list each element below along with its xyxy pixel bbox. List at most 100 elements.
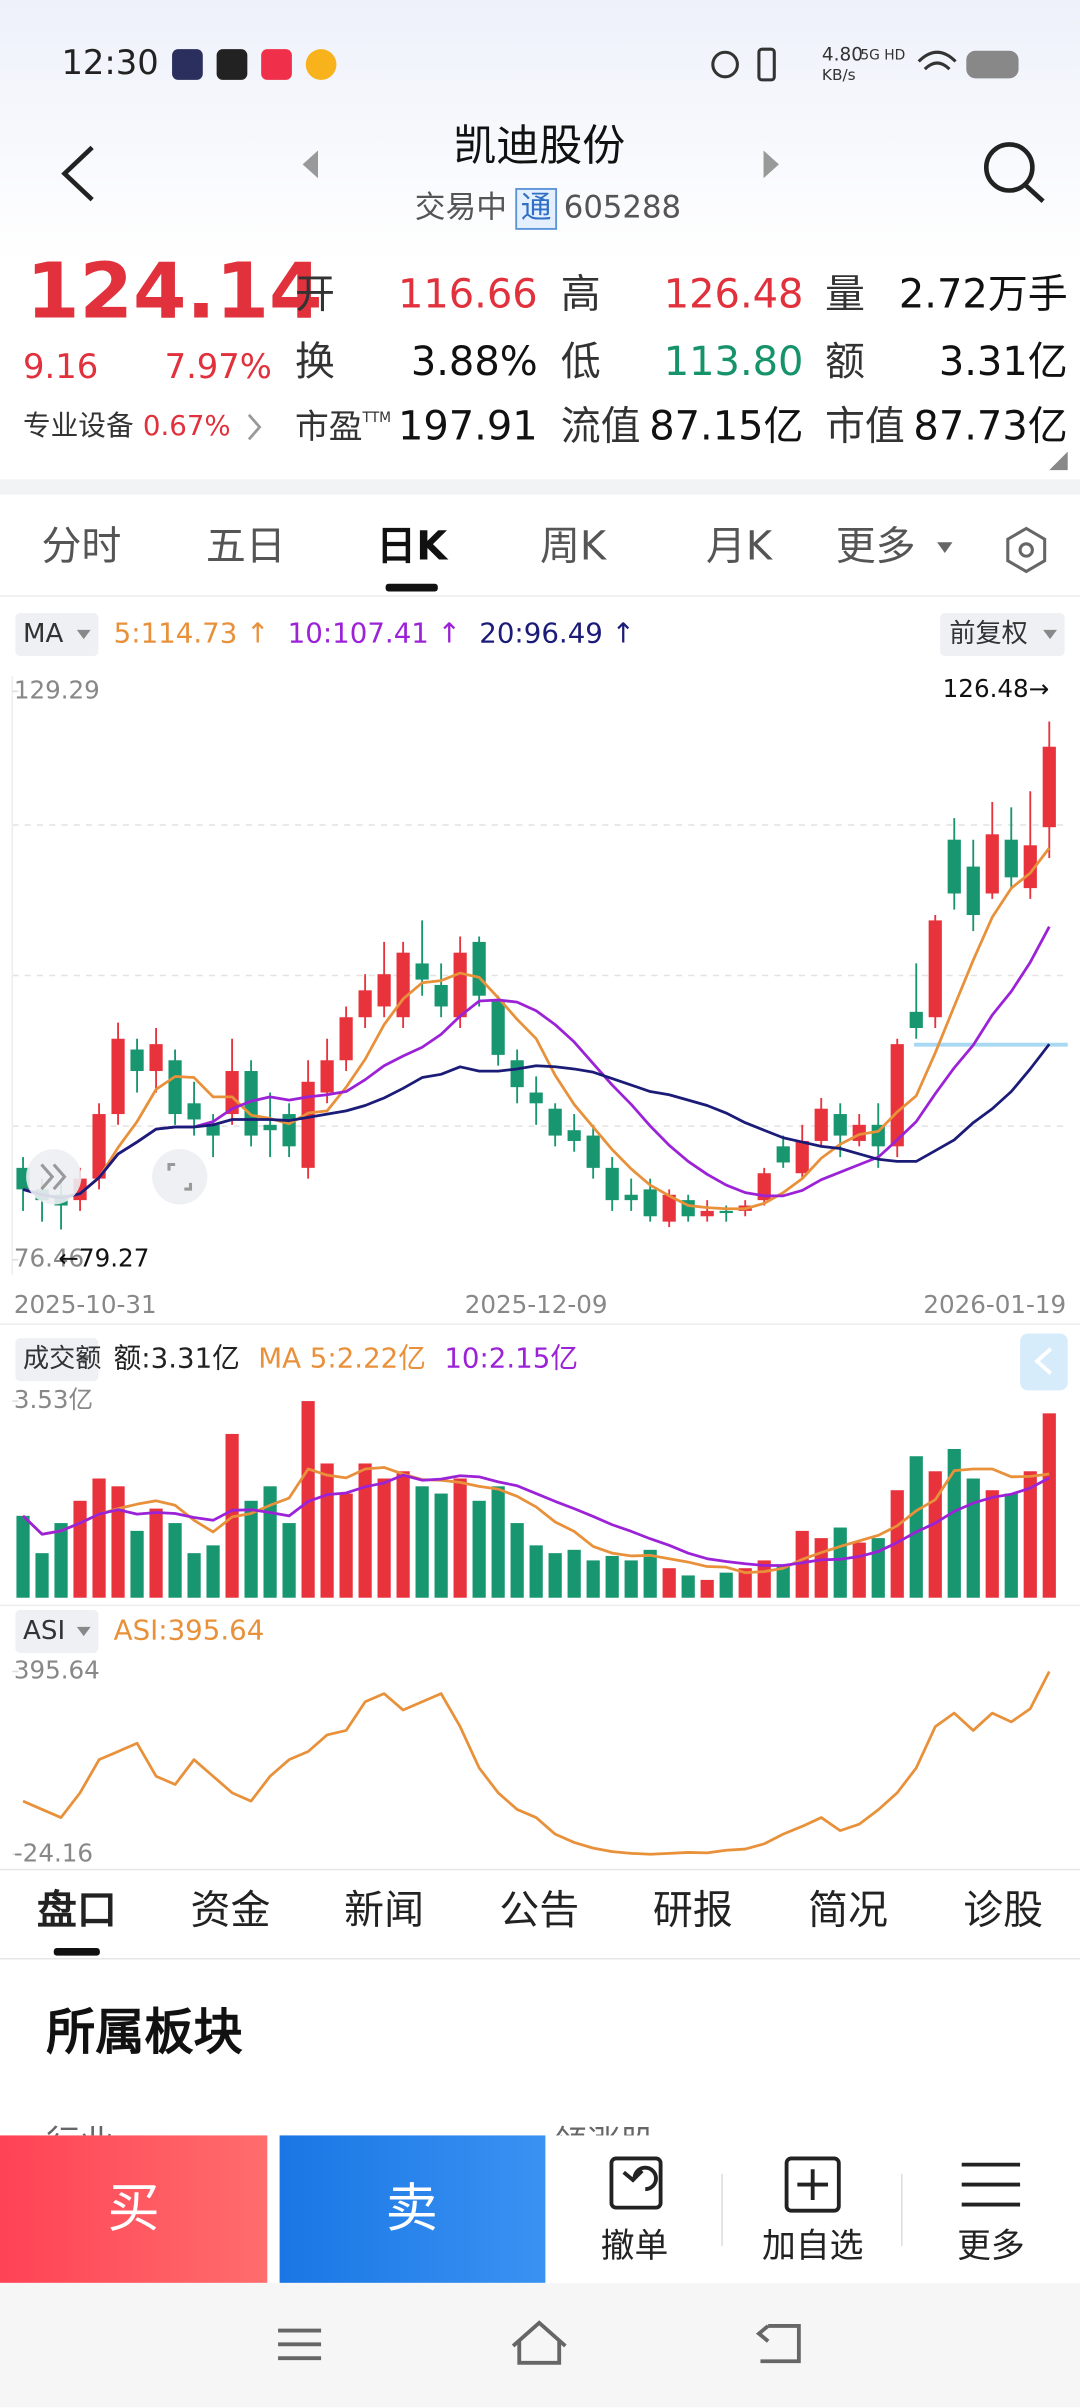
candle-body bbox=[624, 1194, 638, 1201]
chart-tab[interactable]: 更多 bbox=[836, 523, 916, 569]
chart-tab[interactable]: 日K bbox=[376, 523, 449, 569]
nav-home[interactable] bbox=[511, 2320, 567, 2365]
volume-bar bbox=[529, 1545, 543, 1598]
tab-underline bbox=[385, 583, 438, 592]
net-speed: 4.80 bbox=[822, 44, 863, 65]
volume-bar bbox=[282, 1523, 296, 1598]
dropdown-caret bbox=[937, 542, 953, 554]
nav-bar bbox=[0, 2282, 1080, 2408]
candle-body bbox=[339, 1017, 353, 1061]
indicator-line bbox=[22, 847, 1051, 1211]
buy-button[interactable] bbox=[0, 2135, 268, 2283]
stock-title: 凯迪股份 bbox=[453, 122, 625, 172]
sector-change: 0.67% bbox=[143, 409, 231, 442]
charts: MA 5:114.73 ↑ 10:107.41 ↑ 20:96.49 ↑ 前复权 129.… bbox=[12, 612, 1066, 1867]
candle-body bbox=[833, 1114, 847, 1136]
adjust-selector[interactable] bbox=[940, 612, 1065, 656]
volume-bar bbox=[73, 1500, 87, 1598]
chart-tab[interactable]: 月K bbox=[706, 523, 774, 569]
candle-body bbox=[928, 920, 942, 1018]
volume-bar bbox=[1004, 1493, 1018, 1598]
volume-bar bbox=[377, 1478, 391, 1598]
volume-bar bbox=[909, 1456, 923, 1598]
expand-corner[interactable] bbox=[1049, 451, 1068, 471]
prev-stock[interactable] bbox=[302, 150, 319, 179]
collapse-chevron bbox=[1034, 1347, 1053, 1375]
candle-body bbox=[605, 1167, 619, 1201]
info-tab[interactable]: 简况 bbox=[808, 1888, 888, 1934]
field-label: 低 bbox=[561, 339, 601, 385]
sector-name[interactable]: 专业设备 bbox=[23, 409, 134, 442]
back-button[interactable] bbox=[61, 145, 94, 202]
sell-button[interactable] bbox=[279, 2135, 546, 2283]
nav-menu[interactable] bbox=[278, 2328, 322, 2361]
candle-body bbox=[168, 1060, 182, 1115]
tag-box bbox=[515, 188, 558, 230]
field-value: 2.72万手 bbox=[899, 272, 1068, 318]
action-bar: 买 卖 撤单 加自选 更多 bbox=[0, 2135, 1080, 2283]
legend-label: 5:114.73 ↑ bbox=[114, 616, 270, 649]
settings-button[interactable] bbox=[1006, 526, 1047, 574]
tab-underline bbox=[53, 1947, 100, 1956]
indicator-name: ASI bbox=[23, 1616, 65, 1646]
indicator-selector[interactable] bbox=[15, 1610, 99, 1654]
indicator-selector[interactable] bbox=[15, 1338, 99, 1382]
section-title: 所属板块 bbox=[46, 2003, 243, 2061]
search-button[interactable] bbox=[983, 142, 1045, 203]
candle-body bbox=[377, 974, 391, 1007]
info-tab[interactable]: 资金 bbox=[191, 1888, 271, 1934]
nav-back[interactable] bbox=[755, 2323, 801, 2364]
volume-bar bbox=[966, 1478, 980, 1598]
chart-tab[interactable]: 周K bbox=[540, 523, 608, 569]
more-button[interactable] bbox=[961, 2162, 1021, 2207]
field-label: 市盈TTM bbox=[295, 407, 391, 446]
collapse-tab[interactable] bbox=[1020, 1333, 1068, 1391]
volume-bar bbox=[396, 1471, 410, 1598]
indicator-line bbox=[22, 1043, 1051, 1200]
volume-bar bbox=[624, 1560, 638, 1598]
candle-body bbox=[529, 1092, 543, 1104]
volume-bar bbox=[586, 1560, 600, 1598]
volume-bar bbox=[795, 1530, 809, 1598]
y-tick-label: -24.16 bbox=[14, 1838, 93, 1867]
info-tab[interactable]: 诊股 bbox=[963, 1888, 1043, 1934]
volume-bar bbox=[187, 1553, 201, 1598]
candle-body bbox=[320, 1060, 334, 1093]
volume-bar bbox=[738, 1568, 752, 1598]
indicator-line bbox=[22, 1670, 1051, 1856]
price-change: 9.16 bbox=[23, 347, 98, 386]
info-tab[interactable]: 公告 bbox=[499, 1888, 579, 1934]
candle-body bbox=[662, 1194, 676, 1222]
field-value: 113.80 bbox=[664, 339, 804, 385]
candle-body bbox=[1042, 746, 1056, 828]
dropdown-caret bbox=[76, 629, 91, 640]
candle-body bbox=[453, 952, 467, 1018]
chart-overlay-buttons[interactable] bbox=[26, 1149, 208, 1205]
candle-body bbox=[225, 1071, 239, 1115]
volume-bar bbox=[168, 1523, 182, 1598]
cancel-button[interactable] bbox=[609, 2156, 663, 2210]
y-tick-label: 129.29 bbox=[14, 675, 100, 704]
candle-body bbox=[434, 984, 448, 1007]
info-tab[interactable]: 新闻 bbox=[344, 1888, 424, 1934]
field-value: 116.66 bbox=[398, 272, 538, 318]
volume-bar bbox=[206, 1545, 220, 1598]
volume-bar bbox=[852, 1542, 866, 1598]
y-tick-label: 3.53亿 bbox=[14, 1385, 93, 1414]
legend-label: 10:2.15亿 bbox=[444, 1342, 578, 1375]
volume-bar bbox=[301, 1401, 315, 1598]
chart-tab[interactable]: 五日 bbox=[206, 523, 286, 569]
chart-tab[interactable]: 分时 bbox=[41, 523, 121, 569]
volume-bar bbox=[510, 1523, 524, 1598]
indicator-selector[interactable] bbox=[15, 612, 99, 656]
settings-button-dot bbox=[1018, 542, 1034, 558]
y-tick-label: 76.46 bbox=[14, 1244, 84, 1273]
net-type: 5G HD bbox=[860, 47, 905, 63]
candle-body bbox=[548, 1108, 562, 1136]
volume-bar bbox=[453, 1478, 467, 1598]
candle-body bbox=[871, 1124, 885, 1147]
info-tab[interactable]: 盘口 bbox=[37, 1888, 117, 1934]
next-stock[interactable] bbox=[763, 150, 779, 179]
watch-button[interactable] bbox=[784, 2156, 841, 2213]
info-tab[interactable]: 研报 bbox=[653, 1888, 733, 1934]
